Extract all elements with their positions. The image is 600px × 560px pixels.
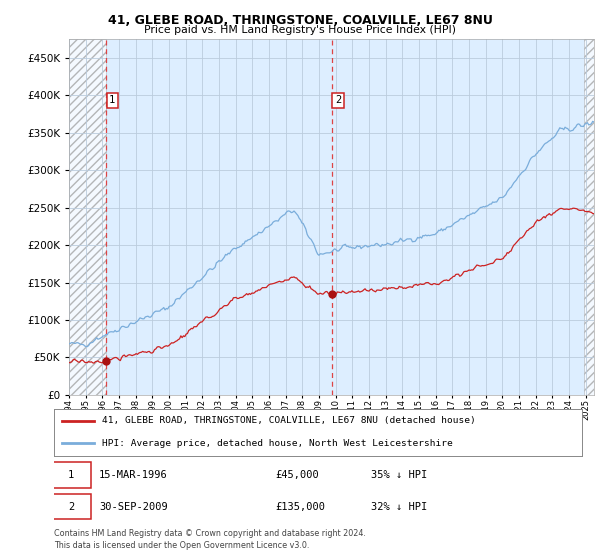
Text: 2: 2: [335, 95, 341, 105]
FancyBboxPatch shape: [52, 463, 91, 488]
Text: HPI: Average price, detached house, North West Leicestershire: HPI: Average price, detached house, Nort…: [101, 438, 452, 447]
Text: 30-SEP-2009: 30-SEP-2009: [99, 502, 167, 511]
Text: Contains HM Land Registry data © Crown copyright and database right 2024.
This d: Contains HM Land Registry data © Crown c…: [54, 529, 366, 550]
Text: 41, GLEBE ROAD, THRINGSTONE, COALVILLE, LE67 8NU (detached house): 41, GLEBE ROAD, THRINGSTONE, COALVILLE, …: [101, 416, 475, 425]
Text: £45,000: £45,000: [276, 470, 320, 480]
Text: 32% ↓ HPI: 32% ↓ HPI: [371, 502, 427, 511]
Bar: [69, 39, 106, 395]
Text: 1: 1: [68, 470, 74, 480]
FancyBboxPatch shape: [52, 494, 91, 519]
Text: 2: 2: [68, 502, 74, 511]
Text: £135,000: £135,000: [276, 502, 326, 511]
Text: 15-MAR-1996: 15-MAR-1996: [99, 470, 167, 480]
Text: 35% ↓ HPI: 35% ↓ HPI: [371, 470, 427, 480]
Text: 41, GLEBE ROAD, THRINGSTONE, COALVILLE, LE67 8NU: 41, GLEBE ROAD, THRINGSTONE, COALVILLE, …: [107, 14, 493, 27]
Text: Price paid vs. HM Land Registry's House Price Index (HPI): Price paid vs. HM Land Registry's House …: [144, 25, 456, 35]
Bar: [584, 39, 594, 395]
Text: 1: 1: [109, 95, 115, 105]
